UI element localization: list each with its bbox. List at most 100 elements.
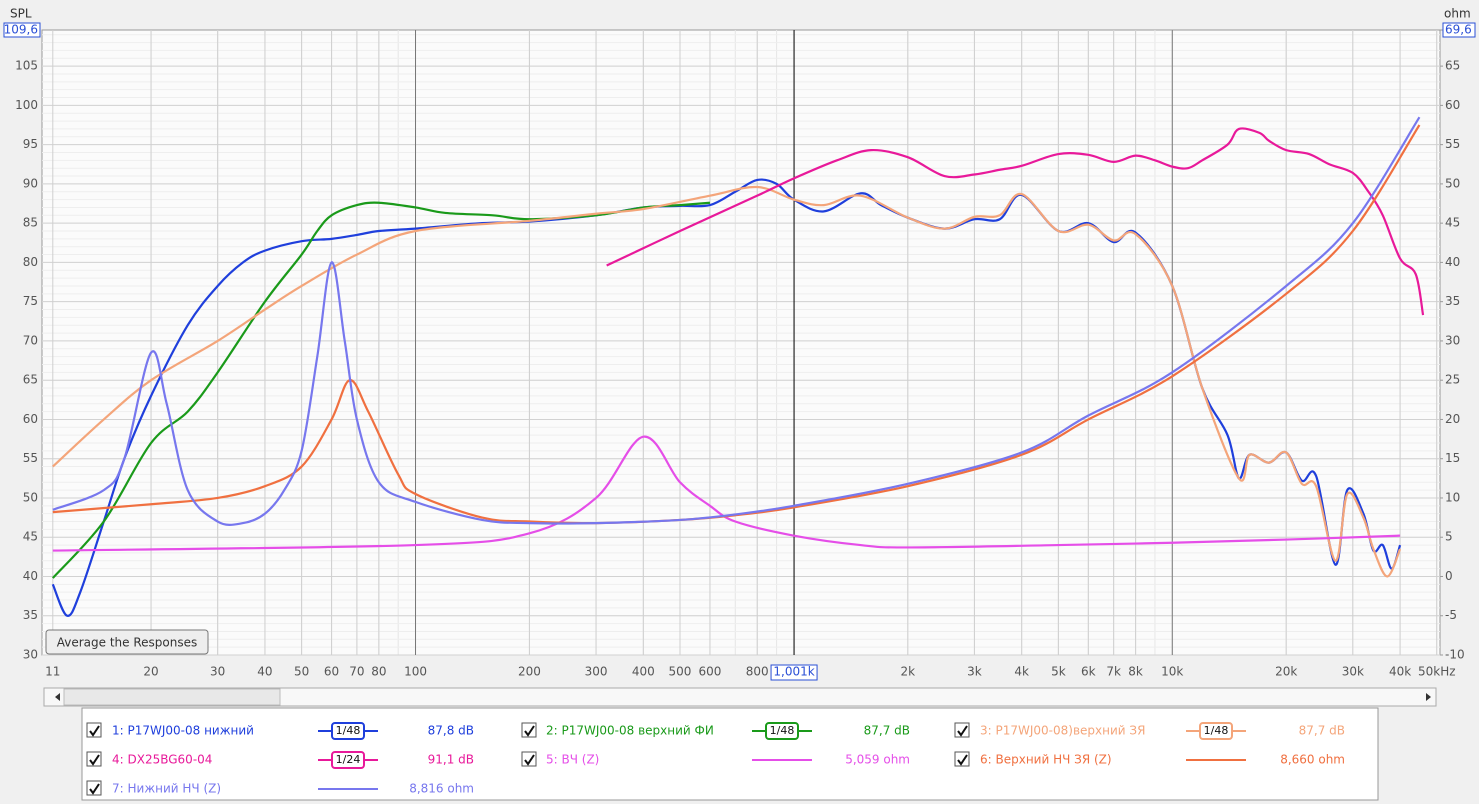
- x-tick-label: 70: [349, 665, 364, 679]
- y-tick-label: 90: [23, 176, 38, 190]
- y2-tick-label: 20: [1445, 412, 1460, 426]
- x-tick-label: 100: [404, 665, 427, 679]
- y2-tick-label: 55: [1445, 137, 1460, 151]
- smoothing-label: 1/24: [336, 753, 361, 766]
- x-tick-label: 50kHz: [1418, 665, 1456, 679]
- legend-entry: 5: ВЧ (Z) 5,059 ohm: [521, 751, 910, 767]
- series-line: [52, 435, 1401, 552]
- legend-entry: 4: DX25BG60-04 1/24 91,1 dB: [86, 751, 474, 769]
- y2-tick-label: 0: [1445, 569, 1453, 583]
- y-tick-label: 60: [23, 412, 38, 426]
- average-button[interactable]: Average the Responses: [45, 629, 209, 655]
- plot-layer: 3035404550556065707580859095100105109,6-…: [3, 22, 1476, 681]
- scrollbar[interactable]: [43, 687, 1437, 707]
- x-tick-label: 30k: [1342, 665, 1364, 679]
- smoothing-label: 1/48: [1204, 724, 1229, 737]
- y-tick-label: 85: [23, 216, 38, 230]
- x-tick-label: 300: [585, 665, 608, 679]
- scroll-left[interactable]: [55, 693, 60, 701]
- y2-tick-label: 69,6: [1445, 23, 1472, 37]
- y2-tick-label: -10: [1445, 648, 1465, 662]
- legend-name: 7: Нижний НЧ (Z): [112, 782, 221, 796]
- legend-name: 6: Верхний НЧ ЗЯ (Z): [980, 753, 1112, 767]
- series-line: [52, 116, 1421, 526]
- legend-check: [524, 754, 535, 766]
- legend-entry: 7: Нижний НЧ (Z) 8,816 ohm: [86, 780, 474, 796]
- y2-tick-label: 25: [1445, 373, 1460, 387]
- y-tick-label: 30: [23, 648, 38, 662]
- y2-tick-label: 60: [1445, 98, 1460, 112]
- x-tick-label: 4k: [1014, 665, 1029, 679]
- y-tick-label: 35: [23, 608, 38, 622]
- legend-check: [89, 754, 100, 766]
- legend-name: 5: ВЧ (Z): [546, 753, 599, 767]
- y-tick-label: 95: [23, 137, 38, 151]
- legend-value: 8,816 ohm: [409, 782, 474, 796]
- x-tick-label: 200: [518, 665, 541, 679]
- x-tick-label: 2k: [901, 665, 916, 679]
- x-tick-label: 8k: [1128, 665, 1143, 679]
- y2-tick-box: [1442, 22, 1476, 38]
- smoothing-label: 1/48: [770, 724, 795, 737]
- y2-axis-label: ohm: [1444, 7, 1471, 21]
- legend-check: [957, 754, 968, 766]
- y2-tick-label: 35: [1445, 294, 1460, 308]
- smoothing-label: 1/48: [336, 724, 361, 737]
- x-tick-label: 500: [669, 665, 692, 679]
- y-tick-label: 109,6: [4, 23, 38, 37]
- y-tick-label: 105: [15, 59, 38, 73]
- scroll-thumb[interactable]: [63, 688, 281, 706]
- y2-tick-label: 10: [1445, 490, 1460, 504]
- x-tick-label: 800: [746, 665, 769, 679]
- smoothing-box: [765, 722, 799, 740]
- x-tick-label: 40: [257, 665, 272, 679]
- legend-name: 2: P17WJ00-08 верхний ФИ: [546, 724, 714, 738]
- y2-tick-label: 15: [1445, 451, 1460, 465]
- x-tick-label: 7k: [1106, 665, 1121, 679]
- legend-check: [957, 725, 968, 737]
- legend-name: 3: P17WJ00-08)верхний ЗЯ: [980, 724, 1145, 738]
- y2-tick-label: 5: [1445, 530, 1453, 544]
- legend-value: 87,8 dB: [428, 724, 474, 738]
- scroll-right[interactable]: [1426, 693, 1431, 701]
- y2-tick-label: 40: [1445, 255, 1460, 269]
- y2-tick-label: 65: [1445, 59, 1460, 73]
- x-tick-label: 5k: [1051, 665, 1066, 679]
- legend-value: 87,7 dB: [1299, 724, 1345, 738]
- x-tick-label: 600: [699, 665, 722, 679]
- y2-tick-label: 50: [1445, 176, 1460, 190]
- legend-value: 5,059 ohm: [845, 753, 910, 767]
- y2-tick-label: 45: [1445, 216, 1460, 230]
- cursor-label: 1,001k: [773, 665, 814, 679]
- y-tick-label: 100: [15, 98, 38, 112]
- y-tick-box: [3, 22, 41, 38]
- smoothing-box: [331, 751, 365, 769]
- legend-check: [524, 725, 535, 737]
- y-tick-label: 50: [23, 490, 38, 504]
- x-tick-label: 20: [143, 665, 158, 679]
- y-tick-label: 45: [23, 530, 38, 544]
- smoothing-box: [1199, 722, 1233, 740]
- legend-value: 87,7 dB: [864, 724, 910, 738]
- series-line: [52, 185, 1402, 578]
- legend-value: 91,1 dB: [428, 753, 474, 767]
- x-tick-label: 20k: [1275, 665, 1297, 679]
- x-tick-label: 30: [210, 665, 225, 679]
- button-label[interactable]: Average the Responses: [57, 636, 197, 650]
- y2-tick-label: -5: [1445, 608, 1457, 622]
- x-tick-label: 6k: [1081, 665, 1096, 679]
- scroll-track[interactable]: [43, 687, 1437, 707]
- y-axis-label: SPL: [10, 7, 32, 21]
- x-tick-label: 50: [294, 665, 309, 679]
- y-tick-label: 40: [23, 569, 38, 583]
- x-tick-label: 80: [371, 665, 386, 679]
- button-frame[interactable]: [45, 629, 209, 655]
- cursor-box: [770, 664, 818, 681]
- y2-tick-label: 30: [1445, 333, 1460, 347]
- legend-box: [81, 707, 1379, 801]
- legend-name: 4: DX25BG60-04: [112, 753, 212, 767]
- y-tick-label: 65: [23, 373, 38, 387]
- y-tick-label: 55: [23, 451, 38, 465]
- legend-entry: 1: P17WJ00-08 нижний 1/48 87,8 dB: [86, 722, 474, 740]
- x-tick-label: 60: [324, 665, 339, 679]
